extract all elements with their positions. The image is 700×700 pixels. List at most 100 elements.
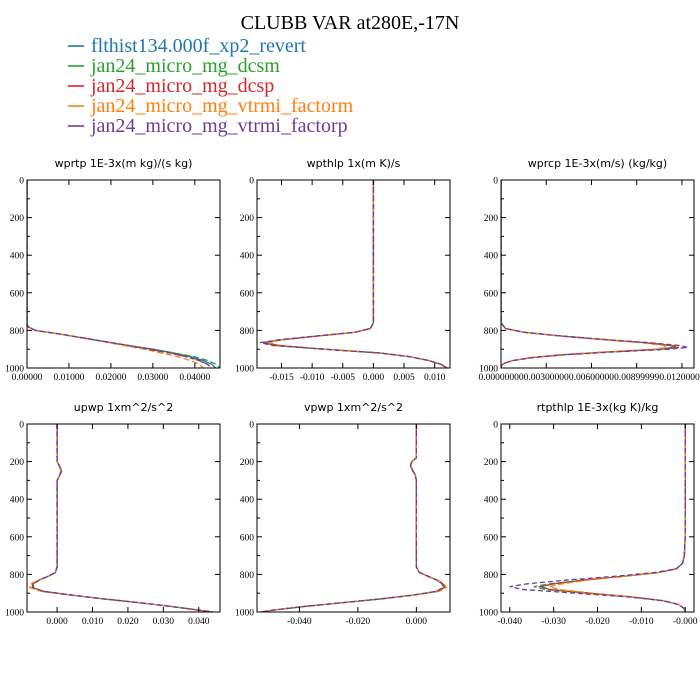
profile-panel: rtpthlp 1E-3x(kg K)/kg02004006008001000-… [479, 401, 698, 627]
x-tick-label: 0.000 [363, 373, 385, 383]
series-line [262, 180, 448, 368]
series-line [27, 180, 217, 368]
series-line [30, 424, 214, 612]
legend-entry: jan24_micro_mg_dcsp [68, 75, 274, 97]
legend: flthist134.000f_xp2_revert jan24_micro_m… [68, 35, 354, 137]
y-tick-label: 400 [10, 496, 25, 506]
legend-entry: jan24_micro_mg_vtrmi_factorp [68, 115, 348, 137]
x-tick-label: 0.010 [82, 617, 104, 627]
x-tick-label: 0.00000 [12, 373, 43, 383]
series-line [27, 180, 204, 368]
x-tick-label: 0.03000 [137, 373, 168, 383]
x-tick-label: -0.020 [585, 617, 610, 627]
y-tick-label: 1000 [479, 609, 498, 619]
series-line [546, 424, 686, 612]
y-tick-label: 400 [10, 252, 25, 262]
series-line [267, 180, 448, 368]
x-tick-label: 0.01200000 [659, 373, 700, 383]
series-line [261, 424, 446, 612]
series-group [261, 424, 448, 612]
x-tick-label: 0.005 [393, 373, 415, 383]
panel-title: vpwp 1xm^2/s^2 [304, 401, 403, 414]
series-line [501, 180, 689, 368]
x-tick-label: 0.010 [424, 373, 446, 383]
x-tick-label: -0.000 [673, 617, 698, 627]
y-tick-label: 400 [484, 496, 499, 506]
x-tick-label: -0.020 [346, 617, 371, 627]
x-tick-label: 0.00899999 [614, 373, 659, 383]
y-tick-label: 0 [19, 421, 24, 431]
series-line [27, 180, 213, 368]
y-tick-label: 0 [249, 177, 254, 187]
profile-panel: wprtp 1E-3x(m kg)/(s kg) 0 200 400 600 800 100… [5, 157, 221, 383]
y-tick-label: 1000 [5, 365, 24, 375]
y-tick-label: 800 [240, 571, 255, 581]
series-group [501, 180, 689, 368]
panel-title: wprcp 1E-3x(m/s) (kg/kg) [528, 157, 667, 170]
y-tick-label: 1000 [479, 365, 498, 375]
legend-label: jan24_micro_mg_dcsp [90, 75, 274, 97]
x-tick-label: -0.005 [331, 373, 356, 383]
y-tick-label: 600 [10, 533, 25, 543]
profile-panel: wpthlp 1x(m K)/s02004006008001000-0.015-… [235, 157, 451, 383]
y-tick-label: 800 [484, 327, 499, 337]
panel-frame [500, 423, 695, 613]
series-line [266, 180, 448, 368]
x-tick-label: 0.000 [46, 617, 68, 627]
y-tick-label: 800 [10, 327, 25, 337]
x-tick-label: 0.000 [406, 617, 428, 627]
series-group [509, 424, 686, 612]
series-line [501, 180, 680, 368]
series-line [509, 424, 686, 612]
panel-frame [500, 179, 695, 369]
y-tick-label: 800 [240, 327, 255, 337]
y-tick-label: 200 [10, 458, 25, 468]
series-line [32, 424, 214, 612]
y-tick-label: 1000 [5, 609, 24, 619]
panel-title: upwp 1xm^2/s^2 [74, 401, 174, 414]
x-tick-label: -0.010 [300, 373, 325, 383]
x-tick-label: -0.030 [541, 617, 566, 627]
y-tick-label: 600 [484, 289, 499, 299]
series-group [28, 424, 214, 612]
y-tick-label: 200 [484, 214, 499, 224]
legend-entry: flthist134.000f_xp2_revert [68, 35, 306, 57]
y-tick-label: 200 [484, 458, 499, 468]
x-tick-label: 0.00000000 [478, 373, 523, 383]
x-tick-label: -0.040 [497, 617, 522, 627]
y-tick-label: 600 [240, 533, 255, 543]
profile-panel: vpwp 1xm^2/s^2 0 200 400 600 800 1000 -0.040 -0.… [235, 401, 451, 627]
y-tick-label: 400 [240, 496, 255, 506]
x-tick-label: 0.04000 [179, 373, 210, 383]
legend-label: jan24_micro_mg_vtrmi_factorp [90, 115, 348, 137]
y-tick-label: 400 [240, 252, 255, 262]
series-line [261, 424, 448, 612]
series-group [259, 180, 448, 368]
figure-title: CLUBB VAR at280E,-17N [241, 12, 460, 34]
series-line [261, 424, 445, 612]
legend-label: flthist134.000f_xp2_revert [91, 35, 306, 57]
y-tick-label: 0 [493, 421, 498, 431]
x-tick-label: 0.00300000 [524, 373, 569, 383]
y-tick-label: 200 [240, 214, 255, 224]
legend-label: jan24_micro_mg_dcsm [90, 55, 280, 77]
x-tick-label: -0.015 [269, 373, 294, 383]
series-line [501, 180, 669, 368]
x-tick-label: 0.020 [117, 617, 139, 627]
series-line [501, 180, 677, 368]
series-line [27, 180, 213, 368]
series-line [501, 180, 677, 368]
y-tick-label: 600 [240, 289, 255, 299]
panels: wprtp 1E-3x(m kg)/(s kg) 0 200 400 600 800 100… [5, 157, 700, 627]
legend-entry: jan24_micro_mg_vtrmi_factorm [68, 95, 354, 117]
panel-frame [26, 423, 221, 613]
profile-panel: upwp 1xm^2/s^2 0 200 400 600 800 1000 0.000 0.01… [5, 401, 221, 627]
y-tick-label: 400 [484, 252, 499, 262]
y-tick-label: 1000 [235, 365, 254, 375]
x-tick-label: 0.030 [153, 617, 175, 627]
series-line [27, 180, 220, 368]
y-tick-label: 200 [10, 214, 25, 224]
x-tick-label: -0.010 [629, 617, 654, 627]
series-line [266, 180, 448, 368]
